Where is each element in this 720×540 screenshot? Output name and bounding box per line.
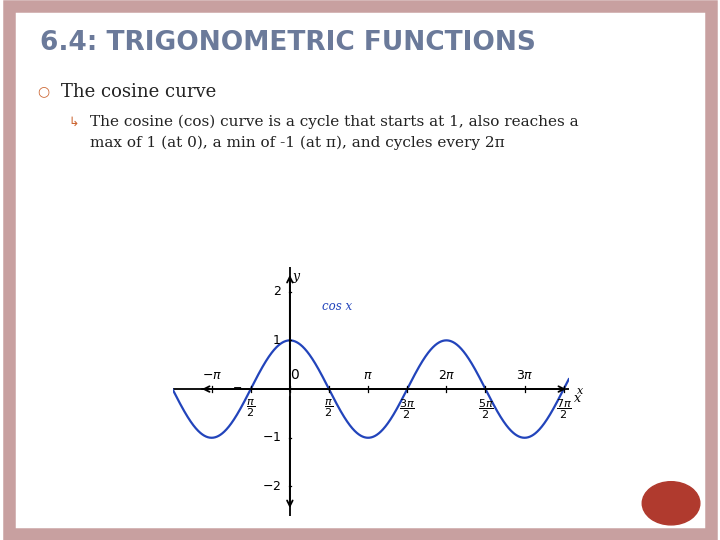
Text: $\pi$: $\pi$: [364, 369, 373, 382]
Text: $\dfrac{7\pi}{2}$: $\dfrac{7\pi}{2}$: [556, 398, 572, 421]
Text: The cosine curve: The cosine curve: [61, 83, 217, 100]
Text: max of 1 (at 0), a min of -1 (at π), and cycles every 2π: max of 1 (at 0), a min of -1 (at π), and…: [90, 136, 505, 151]
Text: ○: ○: [37, 84, 50, 98]
Text: $-\pi$: $-\pi$: [202, 369, 222, 382]
Text: $-$: $-$: [232, 381, 242, 391]
Text: $\dfrac{3\pi}{2}$: $\dfrac{3\pi}{2}$: [400, 398, 415, 421]
Text: The cosine (cos) curve is a cycle that starts at 1, also reaches a: The cosine (cos) curve is a cycle that s…: [90, 114, 579, 129]
Text: x: x: [574, 392, 581, 404]
Text: $0$: $0$: [290, 368, 300, 382]
Text: $1$: $1$: [272, 334, 281, 347]
Text: $\dfrac{\pi}{2}$: $\dfrac{\pi}{2}$: [246, 398, 256, 419]
Text: $3\pi$: $3\pi$: [516, 369, 534, 382]
Text: cos x: cos x: [322, 300, 351, 313]
Text: $\dfrac{5\pi}{2}$: $\dfrac{5\pi}{2}$: [477, 398, 493, 421]
Text: $-2$: $-2$: [262, 480, 281, 493]
Text: y: y: [293, 270, 300, 283]
Text: 6.4: TRIGONOMETRIC FUNCTIONS: 6.4: TRIGONOMETRIC FUNCTIONS: [40, 30, 536, 56]
Text: x: x: [577, 386, 584, 396]
Text: ↳: ↳: [68, 116, 79, 129]
Text: $2\pi$: $2\pi$: [438, 369, 455, 382]
Text: $2$: $2$: [272, 285, 281, 298]
Text: $\dfrac{\pi}{2}$: $\dfrac{\pi}{2}$: [325, 398, 333, 419]
Circle shape: [642, 482, 700, 525]
Text: $-1$: $-1$: [262, 431, 281, 444]
